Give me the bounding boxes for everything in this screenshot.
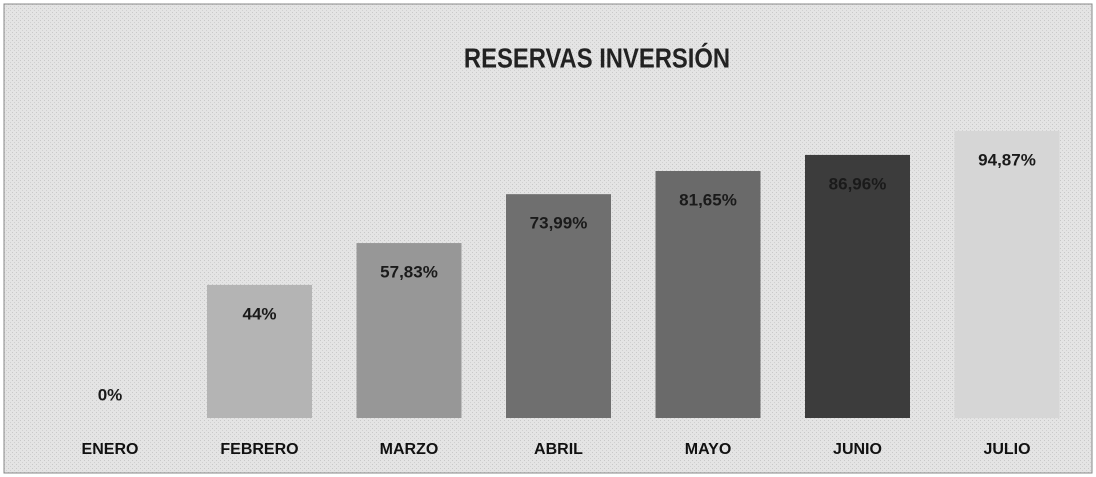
value-label: 73,99% <box>530 214 588 233</box>
bar <box>506 194 611 418</box>
x-tick-label: JULIO <box>983 441 1030 458</box>
value-label: 44% <box>242 304 276 323</box>
x-tick-label: MARZO <box>380 441 439 458</box>
x-tick-label: ABRIL <box>534 441 583 458</box>
value-label: 0% <box>98 385 123 404</box>
bar <box>805 154 910 419</box>
value-label: 94,87% <box>978 150 1036 169</box>
value-label: 81,65% <box>679 190 737 209</box>
bar <box>954 131 1060 418</box>
x-tick-label: JUNIO <box>833 441 882 458</box>
bar <box>207 284 312 418</box>
bar <box>655 170 761 418</box>
chart-title: RESERVAS INVERSIÓN <box>464 42 730 74</box>
bar <box>356 243 462 418</box>
x-tick-label: MAYO <box>685 441 732 458</box>
value-label: 57,83% <box>380 263 438 282</box>
x-tick-label: FEBRERO <box>220 441 298 458</box>
value-label: 86,96% <box>829 174 887 193</box>
x-tick-label: ENERO <box>82 441 139 458</box>
